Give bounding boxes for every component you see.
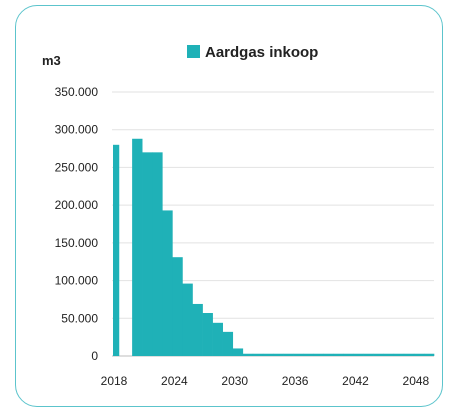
legend-swatch [187, 45, 200, 58]
bar [323, 353, 334, 356]
bars [113, 138, 435, 356]
bar [363, 353, 374, 356]
bar [273, 353, 284, 356]
x-tick-label: 2048 [403, 374, 430, 388]
bar [242, 353, 254, 356]
bar [353, 353, 364, 356]
bar [383, 353, 395, 356]
bar [373, 353, 384, 356]
bar [343, 353, 354, 356]
bar [423, 353, 435, 356]
bar [283, 353, 294, 356]
bar [313, 353, 324, 356]
bar [113, 144, 120, 356]
y-tick-label: 350.000 [55, 85, 99, 99]
x-tick-label: 2024 [161, 374, 188, 388]
legend: Aardgas inkoop [187, 44, 318, 61]
y-tick-label: 50.000 [61, 311, 98, 325]
bar [142, 152, 153, 356]
x-tick-label: 2018 [101, 374, 128, 388]
bar [303, 353, 314, 356]
bar [252, 353, 264, 356]
y-tick-label: 300.000 [55, 123, 99, 137]
x-tick-label: 2030 [221, 374, 248, 388]
x-tick-labels: 2018 2024 2030 2036 2042 2048 [101, 374, 430, 388]
bar [232, 348, 244, 356]
x-tick-label: 2042 [342, 374, 369, 388]
legend-label: Aardgas inkoop [205, 44, 318, 61]
y-tick-label: 150.000 [55, 236, 99, 250]
bar [403, 353, 415, 356]
x-tick-label: 2036 [282, 374, 309, 388]
bar [393, 353, 405, 356]
bar [202, 313, 213, 356]
y-tick-label: 0 [91, 349, 98, 363]
y-tick-label: 200.000 [55, 198, 99, 212]
bar [413, 353, 425, 356]
bar [162, 210, 173, 356]
y-tick-labels: 0 50.000 100.000 150.000 200.000 250.000 300.0… [55, 85, 99, 363]
bar [182, 283, 193, 356]
bar [132, 138, 143, 356]
y-tick-label: 100.000 [55, 274, 99, 288]
bar [262, 353, 274, 356]
bar [172, 257, 183, 356]
y-tick-label: 250.000 [55, 160, 99, 174]
bar [333, 353, 344, 356]
bar [222, 331, 234, 356]
bar [192, 303, 203, 356]
bar [152, 152, 163, 356]
bar [293, 353, 304, 356]
bar [212, 322, 223, 356]
y-unit-label: m3 [42, 53, 61, 68]
